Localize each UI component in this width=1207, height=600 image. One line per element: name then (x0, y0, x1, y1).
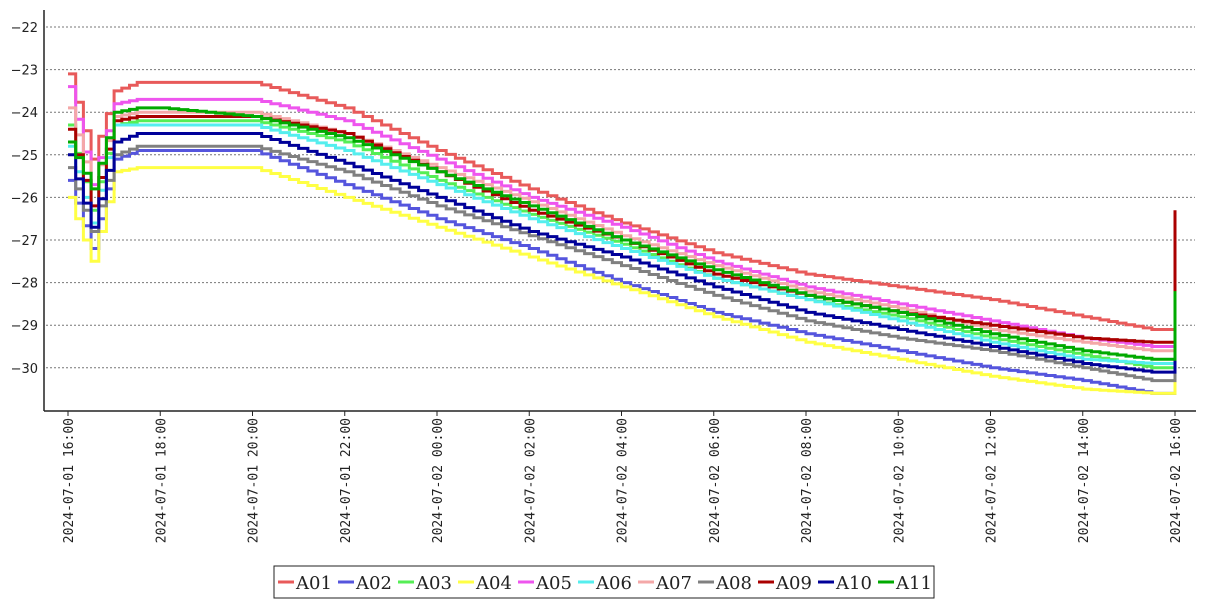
legend-label-a05: A05 (535, 573, 572, 594)
series-line-a06 (68, 123, 1177, 365)
x-tick-label: 2024-07-02 16:00 (1169, 418, 1184, 543)
legend-label-a01: A01 (295, 573, 332, 594)
legend-label-a03: A03 (415, 573, 452, 594)
y-tick-label: −25 (11, 149, 38, 164)
x-tick-label: 2024-07-02 02:00 (523, 418, 538, 543)
x-tick-label: 2024-07-02 12:00 (985, 418, 1000, 543)
y-tick-label: −22 (11, 21, 38, 36)
series-line-a02 (68, 149, 1177, 395)
legend-label-a06: A06 (595, 573, 632, 594)
x-tick-label: 2024-07-02 10:00 (892, 418, 907, 543)
axes (43, 10, 1196, 412)
x-tick-label: 2024-07-01 18:00 (154, 418, 169, 543)
gridlines (46, 26, 1195, 369)
y-tick-label: −23 (11, 64, 38, 79)
series-line-a07 (68, 106, 1177, 353)
x-tick-label: 2024-07-02 06:00 (708, 418, 723, 543)
y-tick-label: −30 (11, 362, 38, 377)
x-tick-label: 2024-07-01 20:00 (247, 418, 262, 543)
legend: A01 A02 A03 A04 A05 A06 A07 A08 A09 A10 A11 (273, 565, 935, 599)
series-line-a10 (68, 132, 1177, 374)
x-tick-label: 2024-07-02 14:00 (1077, 418, 1092, 543)
series-line-a11 (68, 106, 1177, 361)
y-tick-label: −24 (11, 106, 38, 121)
series-line-a01 (68, 72, 1177, 331)
legend-label-a02: A02 (355, 573, 392, 594)
x-tick-label: 2024-07-02 08:00 (800, 418, 815, 543)
y-tick-label: −27 (11, 234, 38, 249)
x-tick-label: 2024-07-02 00:00 (431, 418, 446, 543)
legend-label-a09: A09 (775, 573, 812, 594)
y-tick-label: −28 (11, 277, 38, 292)
x-tick-label: 2024-07-02 04:00 (616, 418, 631, 543)
x-tick-label: 2024-07-01 22:00 (339, 418, 354, 543)
legend-label-a11: A11 (895, 573, 932, 594)
series-line-a05 (68, 85, 1177, 348)
y-tick-label: −26 (11, 191, 38, 206)
x-tick-labels: 2024-07-01 16:00 2024-07-01 18:00 2024-07-… (62, 411, 1184, 543)
x-tick-label: 2024-07-01 16:00 (62, 418, 77, 543)
legend-label-a07: A07 (655, 573, 692, 594)
y-tick-labels: −30 −29 −28 −27 −26 −25 −24 −23 −22 (11, 21, 38, 377)
y-tick-label: −29 (11, 319, 38, 334)
series-line-a04 (68, 166, 1177, 395)
series-line-a08 (68, 144, 1177, 383)
legend-label-a08: A08 (715, 573, 752, 594)
legend-label-a10: A10 (835, 573, 872, 594)
legend-label-a04: A04 (475, 573, 512, 594)
series-lines (68, 72, 1177, 395)
